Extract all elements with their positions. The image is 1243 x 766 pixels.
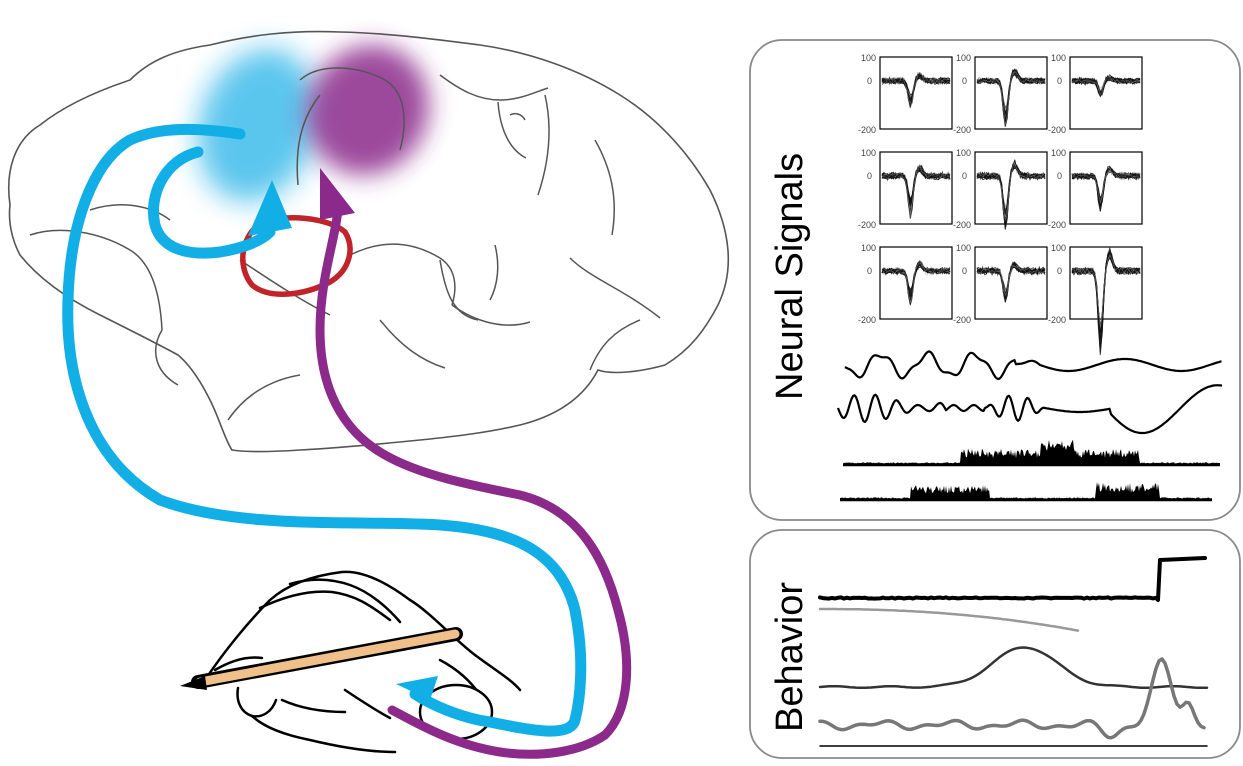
- y-tick-label: -200: [858, 125, 876, 135]
- spike-waveform-trace: [976, 162, 1046, 221]
- hand-holding-pencil-icon: [180, 570, 522, 754]
- y-tick-label: 100: [1051, 243, 1066, 253]
- spike-waveform-cell: 100 0 -200: [858, 53, 953, 135]
- spike-waveform-cell: 100 0 -200: [953, 148, 1048, 230]
- spike-waveform-trace: [881, 166, 951, 219]
- spike-waveform-trace: [976, 262, 1046, 300]
- y-tick-label: 0: [867, 76, 872, 86]
- behavior-trace-bump: [818, 646, 1209, 690]
- purple-pathway: [315, 205, 632, 759]
- spike-waveform-cell: 100 0 -200: [1048, 243, 1143, 356]
- y-tick-label: -200: [1048, 220, 1066, 230]
- blue-arrowhead-brain: [248, 180, 292, 236]
- oscillation-trace-1: [844, 350, 1222, 381]
- spike-waveform-trace: [881, 163, 951, 214]
- spike-waveform-trace: [1071, 166, 1141, 204]
- spike-waveform-cell: 100 0 -200: [858, 148, 953, 230]
- spike-waveform-trace: [1071, 76, 1141, 96]
- pencil-icon: [180, 627, 463, 690]
- y-tick-label: -200: [858, 220, 876, 230]
- spike-waveform-trace: [1071, 167, 1141, 207]
- y-tick-label: 100: [1051, 53, 1066, 63]
- lfp-traces: [836, 350, 1223, 502]
- behavior-traces: [818, 556, 1209, 747]
- y-tick-label: -200: [858, 315, 876, 325]
- brain-illustration: [8, 30, 730, 453]
- y-tick-label: 100: [956, 53, 971, 63]
- neural-signals-title: Neural Signals: [769, 153, 811, 400]
- spike-waveform-trace: [881, 259, 951, 302]
- behavior-trace-decline: [818, 607, 1080, 632]
- y-tick-label: -200: [953, 315, 971, 325]
- behavior-panel: Behavior: [749, 529, 1241, 759]
- y-tick-label: 100: [956, 148, 971, 158]
- y-tick-label: 0: [1057, 76, 1062, 86]
- purple-cortical-area: [306, 45, 430, 175]
- y-tick-label: 100: [861, 243, 876, 253]
- spike-waveform-trace: [881, 72, 951, 104]
- multiunit-activity-2: [840, 482, 1212, 502]
- spike-waveform-trace: [976, 166, 1046, 215]
- spike-waveform-cell: 100 0 -200: [953, 243, 1048, 325]
- behavior-trace-peaks: [818, 657, 1206, 740]
- spike-waveform-cell: 100 0 -200: [858, 243, 953, 325]
- spike-waveform-trace: [881, 259, 951, 302]
- y-tick-label: 100: [1051, 148, 1066, 158]
- y-tick-label: 100: [956, 243, 971, 253]
- y-tick-label: 0: [1057, 266, 1062, 276]
- y-tick-label: -200: [953, 220, 971, 230]
- red-region-outline: [240, 215, 353, 297]
- y-tick-label: -200: [1048, 315, 1066, 325]
- blue-pathway: [62, 123, 587, 737]
- multiunit-activity-1: [843, 439, 1220, 467]
- blue-cortical-area: [197, 48, 319, 202]
- spike-waveform-cell: 100 0 -200: [1048, 53, 1143, 135]
- oscillation-trace-2: [836, 384, 1223, 435]
- behavior-title: Behavior: [769, 582, 811, 732]
- brain-sulci: [29, 67, 661, 421]
- spike-waveform-trace: [1071, 166, 1141, 204]
- spike-waveform-trace: [881, 72, 951, 108]
- spike-waveform-trace: [976, 264, 1046, 297]
- y-tick-label: 0: [962, 76, 967, 86]
- y-tick-label: 0: [1057, 171, 1062, 181]
- y-tick-label: 0: [962, 266, 967, 276]
- y-tick-label: 0: [867, 171, 872, 181]
- spike-waveform-trace: [1071, 254, 1141, 328]
- spike-waveform-cell: 100 0 -200: [1048, 148, 1143, 230]
- spike-waveform-trace: [976, 70, 1045, 125]
- blue-arrowhead-hand: [396, 676, 438, 700]
- spike-waveform-cell: 100 0 -200: [953, 53, 1048, 135]
- purple-arrowhead-brain: [320, 168, 355, 220]
- spike-waveform-trace: [1071, 75, 1141, 97]
- y-tick-label: 0: [867, 266, 872, 276]
- y-tick-label: 0: [962, 171, 967, 181]
- y-tick-label: -200: [1048, 125, 1066, 135]
- spike-waveform-grid: 100 0 -200 100 0 -200 100 0 -200 100 0 -200 100 0 -200…: [858, 53, 1143, 356]
- y-tick-label: 100: [861, 148, 876, 158]
- y-tick-label: -200: [953, 125, 971, 135]
- brain-outline-icon: [8, 30, 730, 453]
- neural-signals-panel: Neural Signals 1000-2001000-2001000-2001…: [749, 39, 1241, 521]
- behavior-trace-step: [818, 556, 1207, 602]
- y-tick-label: 100: [861, 53, 876, 63]
